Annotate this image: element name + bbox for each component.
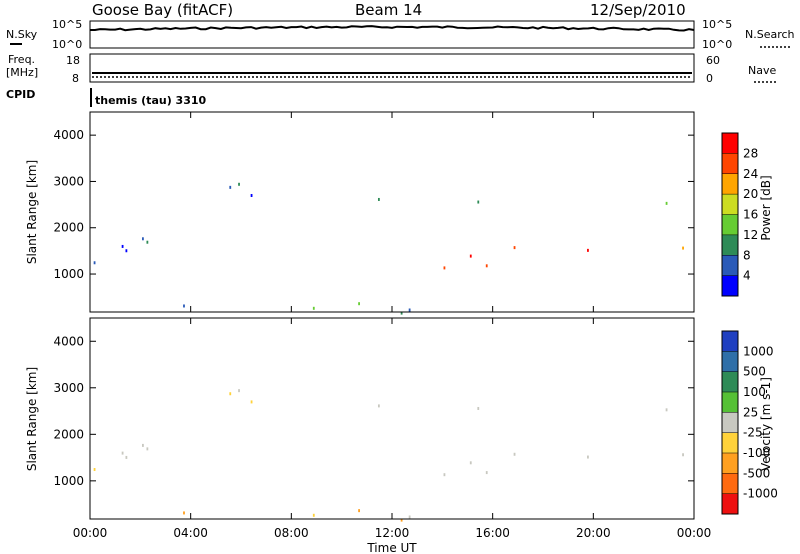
power-colorbar-label: Power [dB] xyxy=(759,175,773,240)
nsky-label: N.Sky xyxy=(6,28,38,41)
freq-panel: Freq. [MHz] 18 8 60 0 Nave xyxy=(6,53,776,85)
xtick-label: 00:00 xyxy=(73,526,108,540)
ytick-label: 3000 xyxy=(53,174,84,188)
noise-tick-low: 10^0 xyxy=(52,38,82,51)
time-axis: 00:00 04:00 08:00 12:00 16:00 20:00 00:00 xyxy=(73,112,712,540)
ytick-label: 1000 xyxy=(53,267,84,281)
velocity-colorbar: 1000 500 100 25 -25 -100 -500 -1000 xyxy=(721,330,778,515)
station-title: Goose Bay (fitACF) xyxy=(92,1,233,19)
noise-tick-low-right: 10^0 xyxy=(702,38,732,51)
noise-line xyxy=(90,25,695,32)
power-cbar-tick: 12 xyxy=(743,228,758,242)
power-cbar-tick: 16 xyxy=(743,208,758,222)
xtick-label: 12:00 xyxy=(375,526,410,540)
velocity-echoes xyxy=(93,389,684,522)
power-cbar-tick: 28 xyxy=(743,146,758,160)
power-cbar-tick: 4 xyxy=(743,269,751,283)
velocity-cbar-tick: 25 xyxy=(743,405,758,419)
nsearch-label: N.Search xyxy=(745,28,795,41)
velocity-cbar-tick: -1000 xyxy=(743,487,778,501)
ytick-label: 4000 xyxy=(53,334,84,348)
ytick-label: 2000 xyxy=(53,221,84,235)
ytick-label: 2000 xyxy=(53,427,84,441)
freq-label-2: [MHz] xyxy=(6,66,38,79)
nave-label: Nave xyxy=(748,64,776,77)
power-cbar-tick: 20 xyxy=(743,187,758,201)
power-echoes xyxy=(93,182,684,315)
power-cbar-tick: 24 xyxy=(743,167,758,181)
xaxis-label: Time UT xyxy=(366,541,417,554)
power-cbar-tick: 8 xyxy=(743,248,751,262)
ytick-label: 3000 xyxy=(53,381,84,395)
xtick-label: 16:00 xyxy=(475,526,510,540)
cpid-label: CPID xyxy=(6,88,35,101)
freq-tick-low: 8 xyxy=(72,72,79,85)
nave-tick-low: 0 xyxy=(706,72,713,85)
velocity-colorbar-label: Velocity [m s-1] xyxy=(759,377,773,471)
velocity-cbar-tick: 500 xyxy=(743,365,766,379)
nave-tick-high: 60 xyxy=(706,54,720,67)
xtick-label: 00:00 xyxy=(677,526,712,540)
velocity-panel: 4000 3000 2000 1000 Slant Range [km] xyxy=(25,317,695,522)
noise-tick-high: 10^5 xyxy=(52,18,82,31)
cpid-row: CPID themis (tau) 3310 xyxy=(6,88,207,107)
velocity-cbar-tick: 100 xyxy=(743,385,766,399)
beam-title: Beam 14 xyxy=(355,1,422,19)
velocity-yticks: 4000 3000 2000 1000 xyxy=(53,334,694,488)
power-yticks: 4000 3000 2000 1000 xyxy=(53,128,694,281)
xtick-label: 04:00 xyxy=(173,526,208,540)
xtick-label: 08:00 xyxy=(274,526,309,540)
date-title: 12/Sep/2010 xyxy=(590,1,686,19)
velocity-cbar-tick: -500 xyxy=(743,466,770,480)
velocity-cbar-tick: -100 xyxy=(743,446,770,460)
noise-panel: N.Sky 10^5 10^0 10^5 10^0 N.Search xyxy=(6,18,795,51)
velocity-cbar-tick: 1000 xyxy=(743,344,774,358)
freq-label-1: Freq. xyxy=(8,53,35,66)
power-ylabel: Slant Range [km] xyxy=(25,160,39,264)
cpid-value: themis (tau) 3310 xyxy=(95,94,207,107)
power-panel: 4000 3000 2000 1000 Slant Range [km] xyxy=(25,111,695,315)
freq-tick-high: 18 xyxy=(66,54,80,67)
velocity-ylabel: Slant Range [km] xyxy=(25,367,39,471)
ytick-label: 4000 xyxy=(53,128,84,142)
ytick-label: 1000 xyxy=(53,474,84,488)
velocity-cbar-tick: -25 xyxy=(743,426,763,440)
power-colorbar: 28 24 20 16 12 8 4 xyxy=(721,132,758,297)
xtick-label: 20:00 xyxy=(576,526,611,540)
noise-tick-high-right: 10^5 xyxy=(702,18,732,31)
